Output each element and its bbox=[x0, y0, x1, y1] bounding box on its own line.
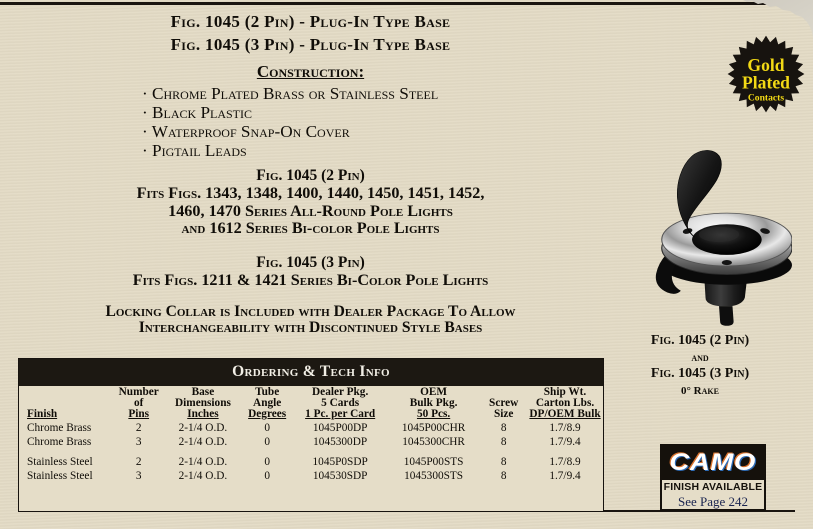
svg-text:Plated: Plated bbox=[742, 72, 790, 92]
svg-text:Contacts: Contacts bbox=[748, 92, 785, 103]
